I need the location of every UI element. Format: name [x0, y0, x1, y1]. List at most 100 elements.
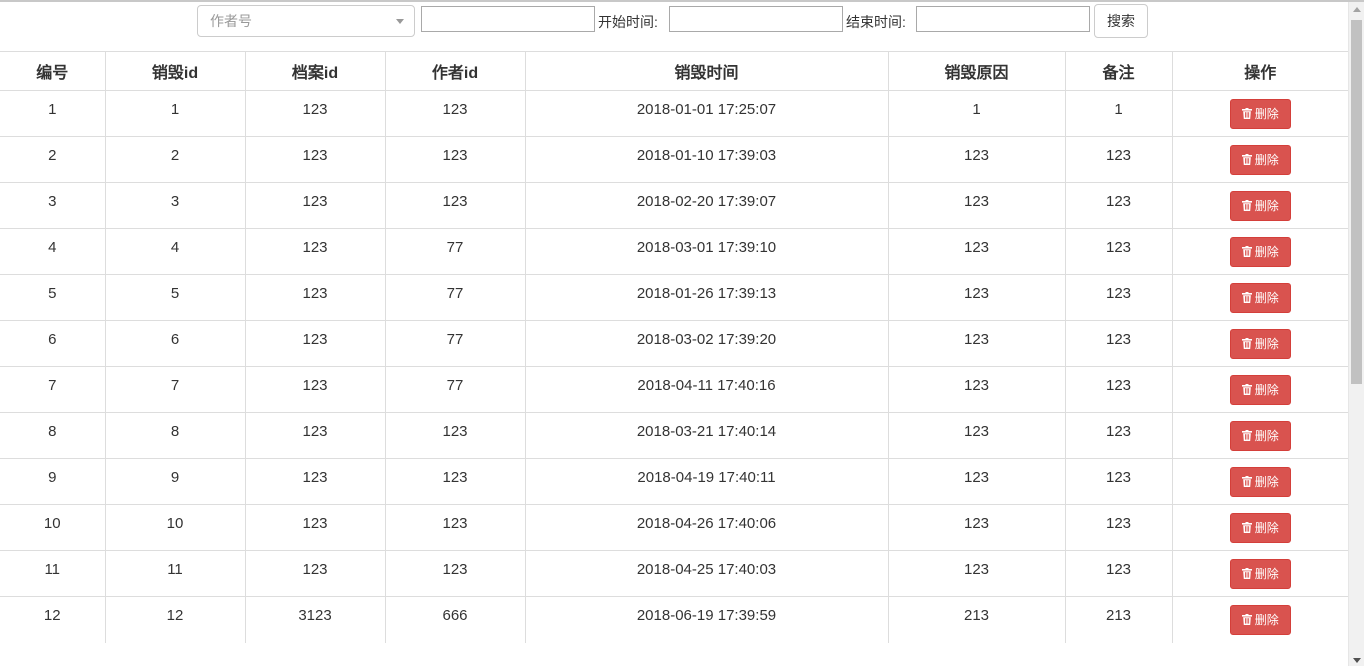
cell-destroy-id: 7 — [105, 366, 246, 413]
trash-icon — [1241, 154, 1252, 165]
delete-button[interactable]: 删除 — [1229, 145, 1291, 175]
cell-destroy-time: 2018-04-26 17:40:06 — [525, 504, 889, 551]
cell-destroy-reason: 123 — [888, 504, 1066, 551]
vertical-scrollbar[interactable] — [1348, 2, 1364, 666]
cell-note: 123 — [1065, 550, 1173, 597]
cell-no: 9 — [0, 458, 106, 505]
cell-author-id: 123 — [385, 90, 526, 137]
cell-author-id: 77 — [385, 366, 526, 413]
delete-button[interactable]: 删除 — [1229, 421, 1291, 451]
cell-destroy-id: 8 — [105, 412, 246, 459]
scroll-down-arrow-icon[interactable] — [1353, 658, 1361, 663]
cell-destroy-id: 3 — [105, 182, 246, 229]
cell-destroy-reason: 213 — [888, 596, 1066, 643]
table-row: 7 7 123 77 2018-04-11 17:40:16 123 123 删除 — [0, 366, 1348, 413]
delete-button[interactable]: 删除 — [1229, 283, 1291, 313]
cell-archive-id: 123 — [245, 412, 386, 459]
delete-button[interactable]: 删除 — [1229, 191, 1291, 221]
cell-destroy-time: 2018-01-26 17:39:13 — [525, 274, 889, 321]
cell-author-id: 123 — [385, 504, 526, 551]
table-row: 10 10 123 123 2018-04-26 17:40:06 123 123 删除 — [0, 504, 1348, 551]
cell-no: 4 — [0, 228, 106, 275]
table-row: 12 12 3123 666 2018-06-19 17:39:59 213 213 删除 — [0, 596, 1348, 643]
delete-button[interactable]: 删除 — [1229, 513, 1291, 543]
cell-destroy-time: 2018-01-10 17:39:03 — [525, 136, 889, 183]
cell-no: 8 — [0, 412, 106, 459]
delete-button-label: 删除 — [1254, 337, 1279, 351]
header-destroy-id: 销毁id — [105, 51, 246, 91]
delete-button-label: 删除 — [1254, 245, 1279, 259]
delete-button-label: 删除 — [1254, 567, 1279, 581]
delete-button-label: 删除 — [1254, 199, 1279, 213]
delete-button[interactable]: 删除 — [1229, 237, 1291, 267]
cell-no: 5 — [0, 274, 106, 321]
cell-destroy-id: 10 — [105, 504, 246, 551]
delete-button[interactable]: 删除 — [1229, 329, 1291, 359]
end-time-input[interactable] — [916, 6, 1090, 32]
table-row: 9 9 123 123 2018-04-19 17:40:11 123 123 删除 — [0, 458, 1348, 505]
cell-destroy-time: 2018-04-19 17:40:11 — [525, 458, 889, 505]
cell-destroy-id: 6 — [105, 320, 246, 367]
table-header-row: 编号 销毁id 档案id 作者id 销毁时间 销毁原因 备注 操作 — [0, 51, 1348, 91]
cell-note: 123 — [1065, 136, 1173, 183]
start-time-label: 开始时间: — [598, 14, 658, 30]
cell-destroy-id: 11 — [105, 550, 246, 597]
cell-author-id: 77 — [385, 320, 526, 367]
cell-actions: 删除 — [1172, 90, 1348, 137]
table-row: 2 2 123 123 2018-01-10 17:39:03 123 123 删除 — [0, 136, 1348, 183]
delete-button[interactable]: 删除 — [1229, 375, 1291, 405]
scrollbar-thumb[interactable] — [1351, 20, 1362, 384]
cell-actions: 删除 — [1172, 274, 1348, 321]
header-archive-id: 档案id — [245, 51, 386, 91]
author-select[interactable]: 作者号 — [197, 5, 415, 37]
trash-icon — [1241, 430, 1252, 441]
end-time-label: 结束时间: — [846, 14, 906, 30]
cell-note: 123 — [1065, 228, 1173, 275]
cell-author-id: 666 — [385, 596, 526, 643]
scroll-up-arrow-icon[interactable] — [1353, 7, 1361, 12]
chevron-down-icon — [396, 19, 404, 24]
start-time-input[interactable] — [669, 6, 843, 32]
cell-archive-id: 123 — [245, 550, 386, 597]
delete-button-label: 删除 — [1254, 613, 1279, 627]
cell-destroy-reason: 123 — [888, 366, 1066, 413]
cell-destroy-id: 2 — [105, 136, 246, 183]
cell-archive-id: 123 — [245, 228, 386, 275]
cell-actions: 删除 — [1172, 136, 1348, 183]
trash-icon — [1241, 384, 1252, 395]
cell-author-id: 123 — [385, 550, 526, 597]
cell-destroy-id: 1 — [105, 90, 246, 137]
keyword-input[interactable] — [421, 6, 595, 32]
table-row: 6 6 123 77 2018-03-02 17:39:20 123 123 删除 — [0, 320, 1348, 367]
table-row: 4 4 123 77 2018-03-01 17:39:10 123 123 删除 — [0, 228, 1348, 275]
cell-no: 10 — [0, 504, 106, 551]
trash-icon — [1241, 246, 1252, 257]
cell-destroy-id: 4 — [105, 228, 246, 275]
cell-destroy-time: 2018-03-01 17:39:10 — [525, 228, 889, 275]
table-row: 11 11 123 123 2018-04-25 17:40:03 123 123 删除 — [0, 550, 1348, 597]
cell-actions: 删除 — [1172, 228, 1348, 275]
cell-no: 1 — [0, 90, 106, 137]
cell-author-id: 123 — [385, 412, 526, 459]
header-destroy-reason: 销毁原因 — [888, 51, 1066, 91]
cell-no: 7 — [0, 366, 106, 413]
table-row: 8 8 123 123 2018-03-21 17:40:14 123 123 删除 — [0, 412, 1348, 459]
cell-destroy-reason: 123 — [888, 412, 1066, 459]
cell-note: 213 — [1065, 596, 1173, 643]
trash-icon — [1241, 522, 1252, 533]
cell-actions: 删除 — [1172, 458, 1348, 505]
delete-button[interactable]: 删除 — [1229, 559, 1291, 589]
cell-no: 12 — [0, 596, 106, 643]
cell-destroy-reason: 123 — [888, 274, 1066, 321]
cell-destroy-id: 12 — [105, 596, 246, 643]
cell-note: 123 — [1065, 320, 1173, 367]
cell-archive-id: 123 — [245, 504, 386, 551]
cell-note: 1 — [1065, 90, 1173, 137]
search-button[interactable]: 搜索 — [1094, 4, 1148, 38]
table-row: 1 1 123 123 2018-01-01 17:25:07 1 1 删除 — [0, 90, 1348, 137]
table-row: 3 3 123 123 2018-02-20 17:39:07 123 123 删除 — [0, 182, 1348, 229]
cell-destroy-reason: 123 — [888, 458, 1066, 505]
delete-button[interactable]: 删除 — [1229, 99, 1291, 129]
delete-button[interactable]: 删除 — [1229, 605, 1291, 635]
delete-button[interactable]: 删除 — [1229, 467, 1291, 497]
